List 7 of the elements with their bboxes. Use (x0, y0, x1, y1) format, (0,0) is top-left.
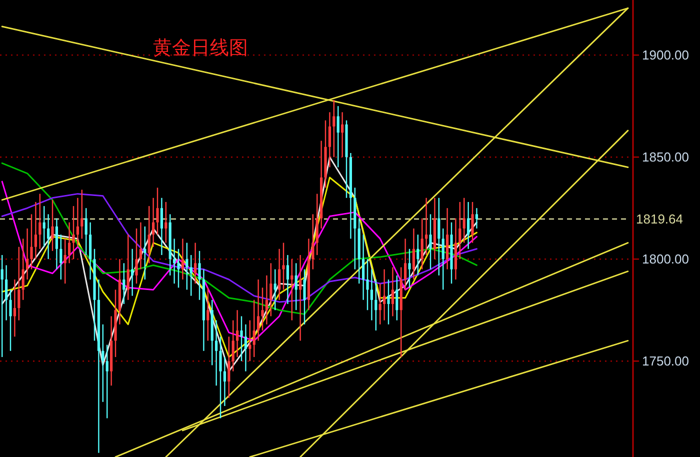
y-tick-label: 1850.00 (642, 150, 689, 165)
ref-line-label: 1819.64 (636, 212, 683, 227)
ref-line: 1819.64 (0, 212, 683, 227)
y-tick-label: 1750.00 (642, 354, 689, 369)
text: 黄金日线图 (153, 38, 248, 59)
y-tick-label: 1800.00 (642, 252, 689, 267)
y-tick-label: 1900.00 (642, 48, 689, 63)
